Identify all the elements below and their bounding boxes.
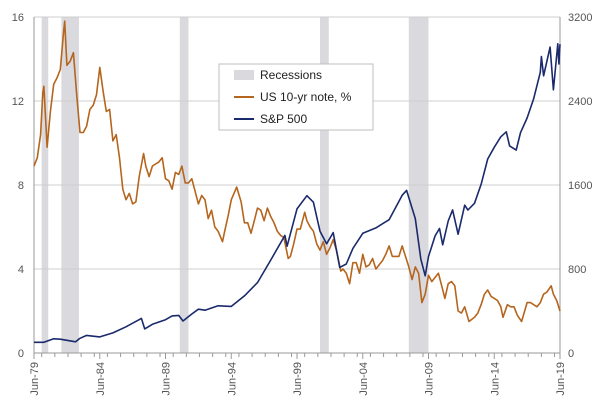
x-tick-label-8: Jun-19 xyxy=(555,362,567,396)
x-tick-label-3: Jun-94 xyxy=(226,362,238,396)
legend-label-yield: US 10-yr note, % xyxy=(260,90,352,104)
y-right-tick-0: 0 xyxy=(568,348,574,360)
y-left-tick-0: 0 xyxy=(18,348,24,360)
series-lines xyxy=(33,20,561,344)
series-line-yield xyxy=(33,20,561,323)
y-left-tick-3: 12 xyxy=(12,96,24,108)
x-tick-label-4: Jun-99 xyxy=(292,362,304,396)
y-left-tick-2: 8 xyxy=(18,180,24,192)
x-tick-label-7: Jun-14 xyxy=(489,362,501,396)
axes: 0 4 8 12 16 0 800 1600 2400 3200 Jun-79 Jun-84 Jun-8… xyxy=(12,12,593,396)
y-right-tick-4: 3200 xyxy=(568,12,592,24)
y-left-tick-1: 4 xyxy=(18,264,24,276)
x-tick-label-6: Jun-09 xyxy=(424,362,436,396)
legend-label-sp500: S&P 500 xyxy=(260,112,307,126)
x-tick-label-5: Jun-04 xyxy=(358,362,370,396)
x-tick-label-2: Jun-89 xyxy=(161,362,173,396)
legend: Recessions US 10-yr note, % S&P 500 xyxy=(218,63,374,131)
y-right-tick-1: 800 xyxy=(568,264,586,276)
y-left-tick-4: 16 xyxy=(12,12,24,24)
y-right-tick-2: 1600 xyxy=(568,180,592,192)
x-tick-label-1: Jun-84 xyxy=(95,362,107,396)
series-line-sp500 xyxy=(34,43,561,344)
x-tick-label-0: Jun-79 xyxy=(29,362,41,396)
legend-label-recessions: Recessions xyxy=(260,68,322,82)
y-right-tick-3: 2400 xyxy=(568,96,592,108)
legend-swatch-recessions xyxy=(234,70,254,80)
